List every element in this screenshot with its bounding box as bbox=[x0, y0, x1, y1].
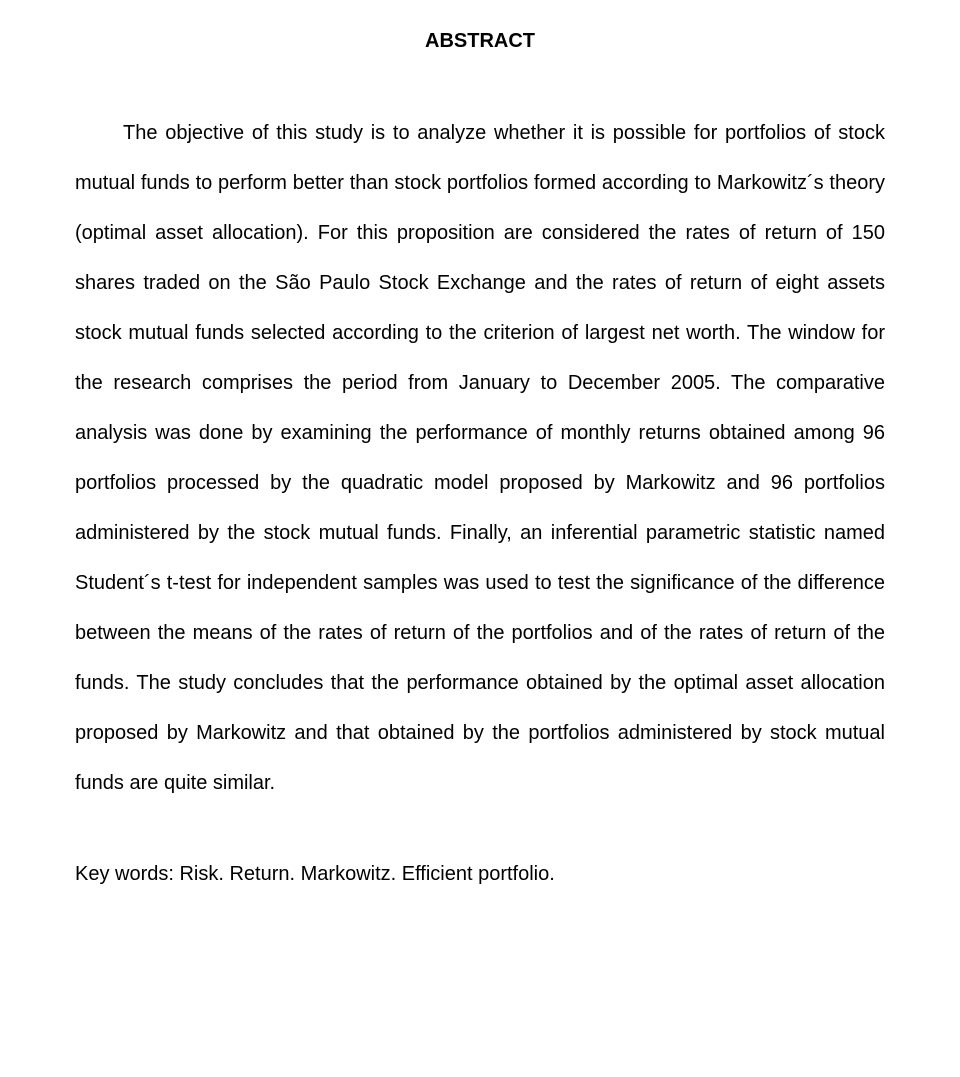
keywords-line: Key words: Risk. Return. Markowitz. Effi… bbox=[75, 858, 885, 890]
abstract-title: ABSTRACT bbox=[75, 30, 885, 53]
abstract-body: The objective of this study is to analyz… bbox=[75, 108, 885, 808]
